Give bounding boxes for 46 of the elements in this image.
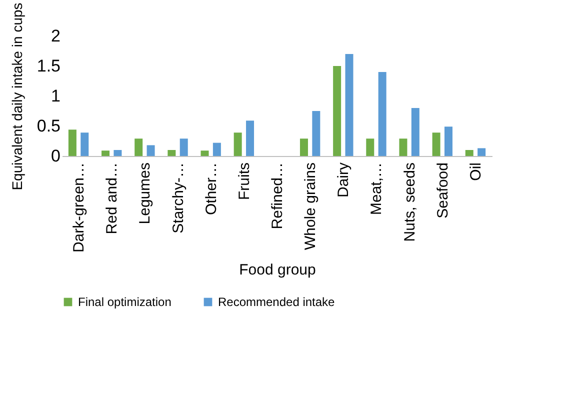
- bar: [114, 150, 122, 156]
- x-tick-label: Whole grains: [302, 162, 320, 250]
- x-tick-label: Starchy-…: [170, 162, 187, 234]
- bar: [180, 138, 188, 156]
- y-tick-label: 0.5: [36, 116, 60, 136]
- bar: [333, 66, 342, 156]
- bar: [411, 108, 420, 156]
- bar: [168, 150, 176, 156]
- legend-label: Recommended intake: [218, 295, 336, 309]
- x-tick-label: Red and…: [104, 162, 121, 234]
- bar: [102, 150, 110, 156]
- x-tick-label: Legumes: [136, 162, 154, 224]
- x-tick-label: Refined…: [269, 162, 286, 230]
- bar: [200, 150, 209, 156]
- bar: [146, 145, 155, 156]
- bar: [465, 150, 474, 156]
- legend-label: Final optimization: [78, 295, 172, 309]
- y-tick-label: 0: [51, 146, 60, 166]
- bar: [399, 138, 408, 156]
- bar: [478, 148, 486, 156]
- bar: [212, 142, 221, 156]
- bar: [366, 138, 374, 156]
- x-tick-label: Oil: [467, 162, 484, 181]
- x-tick-label: Fruits: [236, 162, 253, 200]
- bar: [378, 72, 386, 156]
- x-tick-label: Nuts, seeds: [401, 162, 418, 242]
- bar: [134, 138, 143, 156]
- bar: [432, 132, 440, 156]
- x-tick-label: Dairy: [335, 162, 352, 198]
- y-tick-label: 2: [51, 26, 60, 46]
- bar: [246, 120, 254, 156]
- bar: [234, 132, 242, 156]
- bar: [345, 54, 354, 156]
- x-tick-label: Meat,…: [368, 162, 386, 216]
- bar: [312, 111, 320, 156]
- x-axis-title: Food group: [239, 262, 316, 279]
- y-tick-label: 1.5: [36, 56, 60, 76]
- bar: [300, 138, 308, 156]
- bar: [68, 130, 76, 156]
- x-tick-label: Seafood: [434, 162, 452, 218]
- y-axis-title: Equivalent daily intake in cups: [8, 2, 25, 190]
- bar: [444, 126, 452, 156]
- y-tick-label: 1: [51, 86, 60, 106]
- x-tick-label: Dark-green…: [70, 162, 88, 253]
- bar: [80, 132, 89, 156]
- x-tick-label: Other…: [202, 162, 220, 216]
